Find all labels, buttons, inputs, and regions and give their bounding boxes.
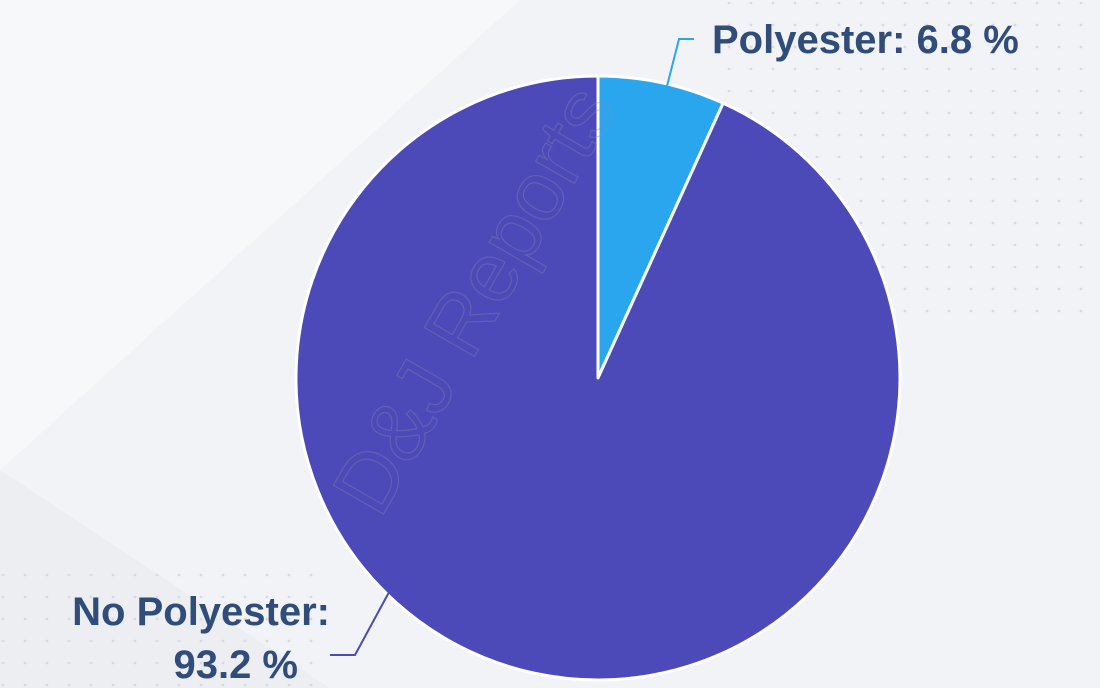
background-light-band	[0, 0, 520, 470]
pie-slices	[294, 74, 902, 682]
leader-line-no-polyester	[330, 582, 395, 656]
slice-polyester	[596, 74, 725, 380]
label-polyester: Polyester: 6.8 %	[712, 18, 1019, 62]
background-dot-pattern-bottom	[0, 560, 320, 688]
label-no-polyester-value: 93.2 %	[173, 643, 298, 687]
label-no-polyester-name: No Polyester:	[72, 590, 330, 634]
slice-no-polyester	[294, 74, 902, 682]
leader-line-polyester	[663, 38, 694, 99]
